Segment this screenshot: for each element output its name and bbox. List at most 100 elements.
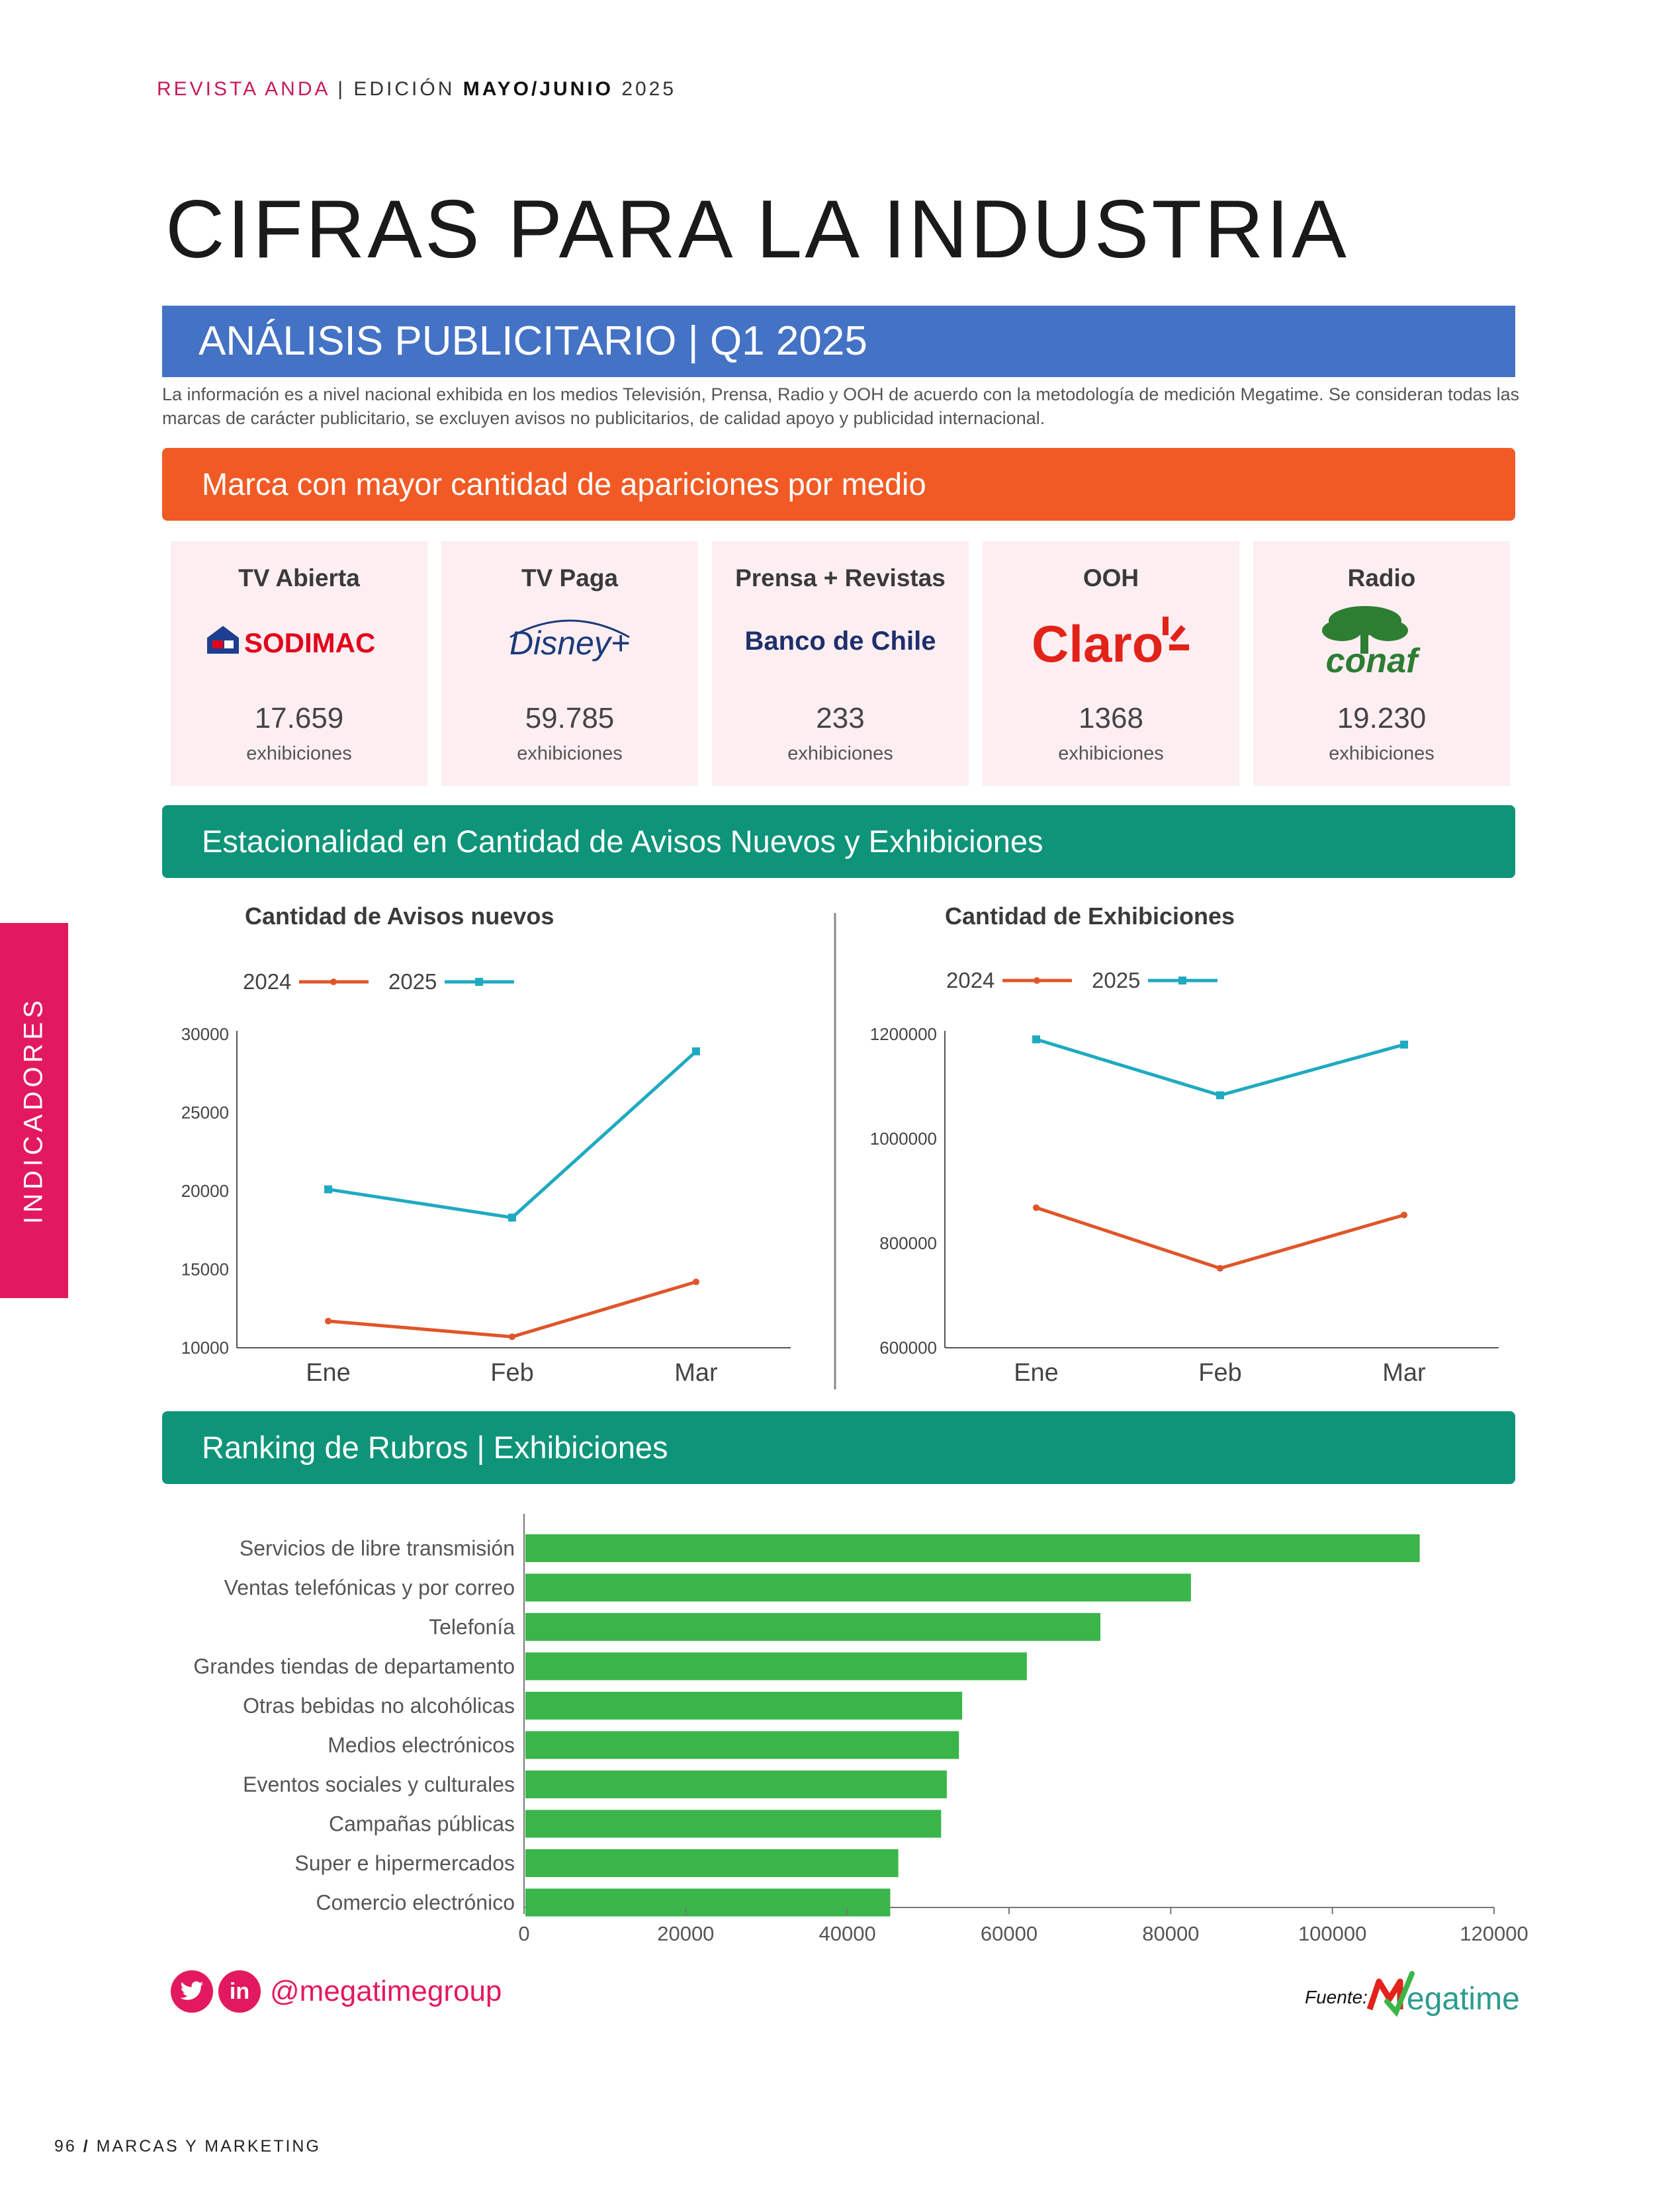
chart-title: Cantidad de Exhibiciones	[945, 902, 1235, 930]
card-medium: OOH	[983, 564, 1239, 592]
conaf-logo: conaf	[1253, 601, 1510, 680]
data-point	[1400, 1041, 1408, 1049]
linkedin-icon[interactable]: in	[218, 1970, 261, 2013]
claro-rays-icon	[1163, 617, 1189, 650]
bar-category-label: Eventos sociales y culturales	[243, 1772, 515, 1796]
bar	[525, 1574, 1191, 1602]
y-tick-label: 20000	[181, 1181, 229, 1201]
edition-months: MAYO/JUNIO	[463, 78, 613, 100]
x-tick-label: 0	[518, 1922, 529, 1945]
bar	[525, 1771, 947, 1798]
legend-label: 2025	[1092, 968, 1140, 992]
page-footer: 96 / MARCAS Y MARKETING	[54, 2137, 321, 2156]
magazine-header: REVISTA ANDA | EDICIÓN MAYO/JUNIO 2025	[157, 78, 676, 101]
bar	[525, 1849, 899, 1877]
brand-card-radio: Radio conaf 19.230 exhibiciones	[1253, 541, 1510, 786]
bar-category-label: Otras bebidas no alcohólicas	[243, 1694, 515, 1718]
card-brand: Banco de Chile	[745, 627, 936, 656]
brand-card-tv-abierta: TV Abierta SODIMAC 17.659 exhibiciones	[171, 541, 427, 786]
series-line-2025	[1036, 1039, 1404, 1096]
y-tick-label: 800000	[879, 1233, 937, 1253]
seasonality-heading: Estacionalidad en Cantidad de Avisos Nue…	[162, 805, 1515, 878]
y-tick-label: 1000000	[870, 1129, 937, 1149]
line-charts: Cantidad de Avisos nuevos 2024 2025 10000 15…	[0, 880, 1680, 1409]
x-tick-label: 60000	[981, 1922, 1038, 1945]
card-value: 19.230	[1253, 702, 1510, 735]
x-tick-label: Feb	[490, 1359, 533, 1387]
social-links: in @megatimegroup	[171, 1968, 502, 2015]
bar	[525, 1692, 962, 1720]
card-unit: exhibiciones	[983, 743, 1239, 765]
disney-arc-icon: Disney+	[497, 611, 642, 670]
subtitle-banner: ANÁLISIS PUBLICITARIO | Q1 2025	[162, 306, 1515, 377]
legend-label: 2024	[243, 969, 291, 994]
series-line-2024	[1036, 1207, 1404, 1268]
x-tick-label: Mar	[674, 1359, 718, 1387]
bar	[525, 1613, 1100, 1641]
intro-text: La información es a nivel nacional exhib…	[162, 382, 1525, 430]
megatime-wordmark: egatime	[1407, 1982, 1520, 2017]
card-value: 17.659	[171, 702, 427, 735]
bar	[525, 1731, 959, 1759]
card-brand: Claro	[1032, 615, 1163, 673]
legend-marker	[1034, 977, 1040, 984]
bar-category-label: Ventas telefónicas y por correo	[224, 1576, 515, 1600]
footer-section: MARCAS Y MARKETING	[97, 2137, 321, 2156]
bar-category-label: Servicios de libre transmisión	[240, 1536, 515, 1560]
chart-exhibiciones: Cantidad de Exhibiciones 2024 2025 600000 80…	[870, 902, 1499, 1387]
card-unit: exhibiciones	[441, 743, 698, 765]
chart-title: Cantidad de Avisos nuevos	[245, 902, 554, 930]
data-point	[324, 1186, 332, 1194]
legend-marker	[1178, 977, 1186, 985]
data-point	[1032, 1035, 1040, 1043]
x-tick-label: 80000	[1142, 1922, 1199, 1945]
legend-label: 2024	[946, 968, 995, 992]
y-tick-label: 25000	[181, 1103, 229, 1123]
card-brand: conaf	[1326, 642, 1421, 680]
disney-plus-logo: Disney+	[441, 601, 698, 680]
bar-category-label: Telefonía	[429, 1615, 515, 1639]
megatime-logo: egatime	[1367, 1968, 1532, 2025]
x-tick-label: 40000	[819, 1922, 876, 1945]
legend-marker	[475, 978, 483, 986]
sodimac-logo: SODIMAC	[171, 601, 427, 680]
brand-card-tv-paga: TV Paga Disney+ 59.785 exhibiciones	[441, 541, 698, 786]
x-tick-label: 120000	[1460, 1922, 1528, 1945]
card-medium: TV Abierta	[171, 564, 427, 592]
card-unit: exhibiciones	[1253, 743, 1510, 765]
bar	[525, 1889, 890, 1917]
header-separator: |	[337, 78, 345, 100]
brands-heading: Marca con mayor cantidad de apariciones …	[162, 448, 1515, 521]
x-tick-label: Ene	[1014, 1359, 1059, 1387]
card-brand: SODIMAC	[244, 627, 375, 658]
ranking-heading: Ranking de Rubros | Exhibiciones	[162, 1411, 1515, 1484]
data-point	[1033, 1204, 1039, 1211]
y-tick-label: 30000	[181, 1024, 229, 1044]
data-point	[1401, 1211, 1407, 1218]
y-tick-label: 600000	[879, 1338, 937, 1358]
data-point	[325, 1318, 332, 1325]
bar-category-label: Grandes tiendas de departamento	[193, 1655, 515, 1679]
twitter-icon[interactable]	[171, 1970, 213, 2013]
card-unit: exhibiciones	[171, 743, 427, 765]
page-number: 96	[54, 2137, 77, 2156]
series-line-2024	[328, 1282, 696, 1336]
edition-year: 2025	[621, 78, 676, 100]
bar-category-label: Comercio electrónico	[316, 1891, 515, 1915]
page-title: CIFRAS PARA LA INDUSTRIA	[165, 189, 1349, 271]
y-tick-label: 15000	[181, 1260, 229, 1280]
y-tick-label: 10000	[181, 1338, 229, 1358]
bar-category-label: Medios electrónicos	[328, 1733, 515, 1757]
sodimac-house-icon: SODIMAC	[203, 621, 395, 660]
data-point	[692, 1047, 700, 1055]
data-point	[1216, 1091, 1224, 1099]
bar	[525, 1810, 941, 1838]
x-tick-label: 100000	[1298, 1922, 1366, 1945]
social-handle[interactable]: @megatimegroup	[270, 1975, 502, 2008]
brand-card-prensa: Prensa + Revistas Banco de Chile 233 exh…	[712, 541, 969, 786]
megatime-m-icon	[1370, 1974, 1412, 2012]
bar	[525, 1653, 1027, 1681]
card-medium: Prensa + Revistas	[712, 564, 969, 592]
magazine-name: REVISTA ANDA	[157, 78, 330, 100]
series-line-2025	[328, 1051, 696, 1217]
